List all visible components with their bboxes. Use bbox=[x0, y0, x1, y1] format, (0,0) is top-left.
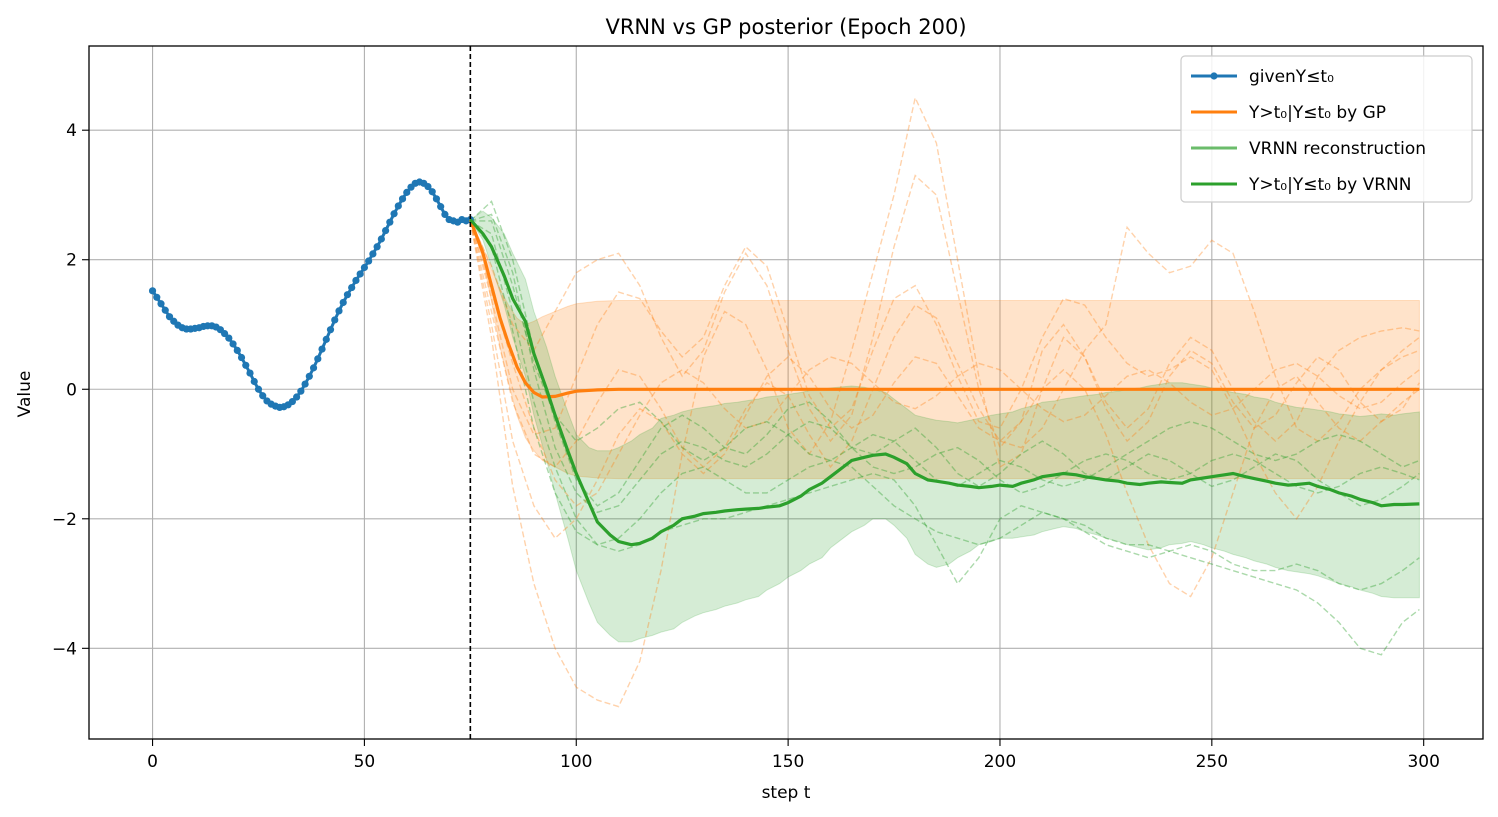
vrnn-reconstruction-line bbox=[469, 220, 1420, 656]
given-point bbox=[250, 377, 258, 386]
legend-label-gp: Y>t₀|Y≤t₀ by GP bbox=[1248, 103, 1386, 123]
y-tick-label: −2 bbox=[52, 510, 77, 530]
given-point bbox=[229, 340, 237, 348]
gp-sample-line bbox=[469, 220, 1420, 469]
plot-data-layer bbox=[89, 46, 1483, 739]
y-tick-label: 0 bbox=[66, 380, 77, 400]
y-tick-label: 4 bbox=[66, 121, 77, 141]
given-point bbox=[254, 385, 263, 393]
gp-sample-line bbox=[469, 174, 1420, 449]
given-point bbox=[398, 195, 407, 203]
given-point bbox=[348, 283, 356, 292]
given-point bbox=[365, 257, 373, 265]
x-tick-label: 100 bbox=[560, 752, 592, 772]
given-point bbox=[394, 202, 402, 210]
gp-sample-line bbox=[469, 95, 1420, 708]
given-point bbox=[356, 270, 364, 278]
legend-label-given: givenY≤t₀ bbox=[1249, 67, 1334, 87]
legend-marker-given bbox=[1210, 72, 1218, 80]
x-axis-label: step t bbox=[762, 783, 811, 803]
given-point bbox=[157, 300, 165, 308]
given-point bbox=[352, 276, 360, 285]
given-point bbox=[148, 287, 157, 295]
legend-label-vrnn_mean: Y>t₀|Y≤t₀ by VRNN bbox=[1248, 175, 1411, 195]
given-point bbox=[309, 364, 318, 372]
vrnn-reconstruction-line bbox=[469, 220, 1420, 591]
given-point bbox=[237, 353, 246, 362]
given-point bbox=[318, 345, 326, 353]
given-point bbox=[293, 393, 301, 401]
given-point bbox=[153, 293, 161, 301]
x-tick-label: 250 bbox=[1196, 752, 1228, 772]
given-point bbox=[390, 210, 398, 218]
given-point bbox=[377, 235, 385, 243]
given-point bbox=[428, 188, 436, 196]
given-point bbox=[343, 291, 352, 299]
given-point bbox=[360, 263, 369, 272]
given-point bbox=[301, 380, 309, 388]
given-point bbox=[246, 369, 254, 377]
given-point bbox=[326, 326, 335, 334]
given-point bbox=[424, 182, 432, 191]
x-tick-label: 300 bbox=[1407, 752, 1439, 772]
gp-sample-line bbox=[469, 220, 1420, 507]
chart-title: VRNN vs GP posterior (Epoch 200) bbox=[605, 15, 966, 39]
given-point bbox=[441, 210, 449, 218]
y-axis-label: Value bbox=[15, 371, 35, 418]
given-point bbox=[161, 306, 169, 314]
plot-area: 0 50 100 150 200 250 300 −4 −2 0 2 4 givenY≤t₀ Y>t₀|Y… bbox=[52, 45, 1484, 772]
given-point bbox=[233, 346, 241, 355]
legend-label-vrnn_recon: VRNN reconstruction bbox=[1249, 139, 1426, 159]
gp-mean-line bbox=[468, 219, 1420, 399]
given-point bbox=[225, 334, 233, 342]
given-point bbox=[437, 203, 445, 211]
vrnn-reconstruction-line bbox=[469, 200, 1420, 507]
given-point bbox=[339, 298, 347, 307]
given-point bbox=[220, 329, 229, 338]
vrnn-reconstruction-line bbox=[470, 213, 1420, 514]
given-point bbox=[165, 313, 174, 321]
given-point bbox=[259, 392, 267, 400]
axes-frame bbox=[88, 45, 1484, 740]
x-tick-label: 200 bbox=[984, 752, 1016, 772]
x-tick-label: 50 bbox=[354, 752, 376, 772]
given-point bbox=[297, 387, 305, 395]
x-tick-label: 0 bbox=[147, 752, 158, 772]
given-point bbox=[403, 188, 411, 196]
given-point bbox=[335, 307, 343, 315]
given-point bbox=[331, 316, 339, 324]
gp-sample-line bbox=[469, 220, 1420, 598]
given-point bbox=[305, 372, 313, 380]
given-point bbox=[242, 361, 250, 369]
y-tick-label: 2 bbox=[66, 251, 77, 271]
given-point bbox=[432, 195, 441, 203]
given-point bbox=[369, 250, 377, 258]
vrnn-mean-line bbox=[469, 218, 1420, 547]
given-point bbox=[381, 226, 390, 235]
legend-box bbox=[1180, 55, 1473, 203]
given-point bbox=[314, 355, 322, 363]
given-point bbox=[386, 218, 394, 226]
given-point bbox=[288, 397, 296, 406]
given-point bbox=[373, 243, 381, 251]
gp-sample-line bbox=[469, 220, 1420, 520]
y-tick-label: −4 bbox=[52, 639, 77, 659]
x-tick-label: 150 bbox=[772, 752, 804, 772]
given-point bbox=[322, 335, 330, 343]
